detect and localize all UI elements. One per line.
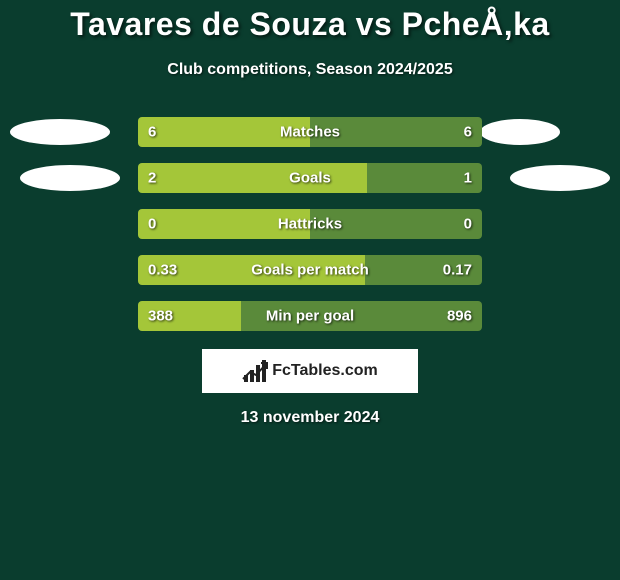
stat-label: Min per goal: [266, 308, 354, 325]
stat-value-player1: 6: [148, 124, 156, 141]
comparison-card: Tavares de Souza vs PcheÅ‚ka Club compet…: [0, 0, 620, 580]
stats-list: 6 6 Matches 2 1 Goals 0 0 Hattricks 0.33 0.17 Goals…: [0, 117, 620, 331]
barchart-icon: [242, 360, 268, 382]
stat-bar-player1: [138, 163, 367, 193]
stat-label: Hattricks: [278, 216, 342, 233]
stat-value-player2: 6: [464, 124, 472, 141]
stat-value-player2: 0.17: [443, 262, 472, 279]
stat-row: 0.33 0.17 Goals per match: [0, 255, 620, 285]
stat-label: Goals: [289, 170, 331, 187]
player2-avatar-placeholder: [480, 119, 560, 145]
page-subtitle: Club competitions, Season 2024/2025: [0, 61, 620, 79]
stat-value-player1: 0.33: [148, 262, 177, 279]
stat-row: 2 1 Goals: [0, 163, 620, 193]
stat-value-player1: 0: [148, 216, 156, 233]
stat-row: 6 6 Matches: [0, 117, 620, 147]
stat-row: 0 0 Hattricks: [0, 209, 620, 239]
player2-avatar-placeholder: [510, 165, 610, 191]
logo-text: FcTables.com: [272, 362, 378, 380]
stat-label: Goals per match: [251, 262, 369, 279]
stat-value-player1: 388: [148, 308, 173, 325]
stat-value-player1: 2: [148, 170, 156, 187]
player1-avatar-placeholder: [20, 165, 120, 191]
arrow-icon: [242, 362, 268, 380]
source-logo: FcTables.com: [202, 349, 418, 393]
stat-value-player2: 896: [447, 308, 472, 325]
date-text: 13 november 2024: [0, 409, 620, 427]
player1-avatar-placeholder: [10, 119, 110, 145]
stat-value-player2: 0: [464, 216, 472, 233]
page-title: Tavares de Souza vs PcheÅ‚ka: [0, 6, 620, 43]
stat-value-player2: 1: [464, 170, 472, 187]
stat-row: 388 896 Min per goal: [0, 301, 620, 331]
stat-label: Matches: [280, 124, 340, 141]
